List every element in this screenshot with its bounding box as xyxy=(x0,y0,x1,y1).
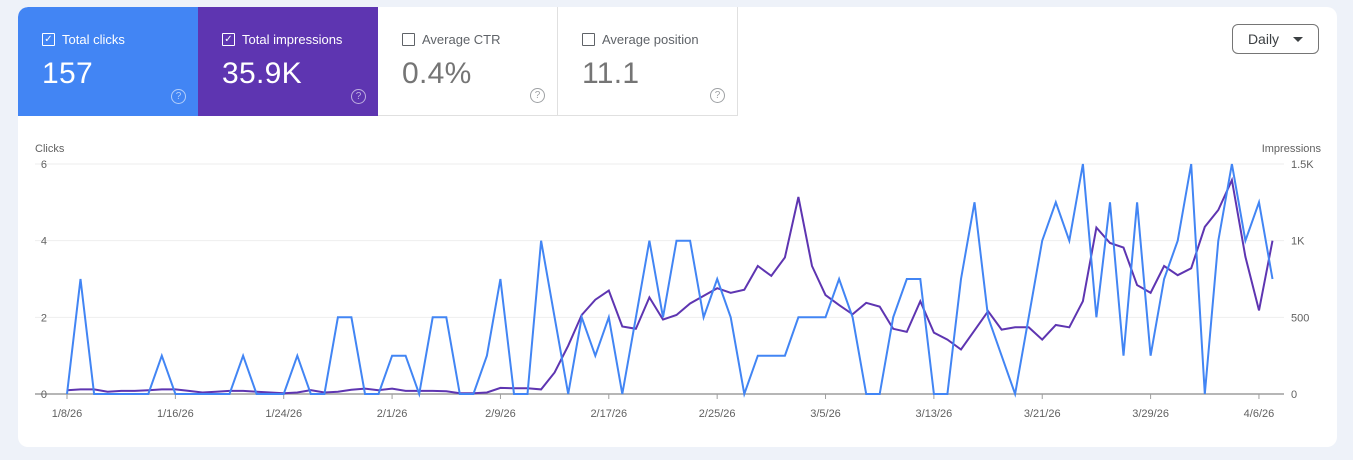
checkbox-unchecked-icon[interactable] xyxy=(402,33,415,46)
metric-total-clicks[interactable]: ✓ Total clicks 157 ? xyxy=(18,7,198,116)
x-tick-label: 2/1/26 xyxy=(377,408,408,420)
right-axis-title: Impressions xyxy=(1262,143,1322,155)
metric-label: Total impressions xyxy=(242,32,343,47)
metric-average-position[interactable]: Average position 11.1 ? xyxy=(558,7,738,116)
caret-down-icon xyxy=(1293,36,1304,42)
metric-value: 0.4% xyxy=(402,57,472,90)
left-tick-label: 0 xyxy=(41,389,47,401)
left-tick-label: 2 xyxy=(41,312,47,324)
metric-value: 11.1 xyxy=(582,57,640,90)
series-line-impressions xyxy=(66,176,1274,395)
x-tick-label: 4/6/26 xyxy=(1244,408,1275,420)
left-tick-label: 6 xyxy=(41,159,47,171)
help-icon[interactable]: ? xyxy=(171,89,186,104)
performance-card: ✓ Total clicks 157 ? ✓ Total impressions 3… xyxy=(18,7,1337,447)
metric-label: Total clicks xyxy=(62,32,125,47)
x-tick-label: 3/5/26 xyxy=(810,408,841,420)
right-tick-label: 1.5K xyxy=(1291,159,1314,171)
x-tick-label: 1/24/26 xyxy=(265,408,302,420)
x-tick-label: 1/16/26 xyxy=(157,408,194,420)
metric-label: Average position xyxy=(602,32,699,47)
right-tick-label: 500 xyxy=(1291,312,1309,324)
help-icon[interactable]: ? xyxy=(351,89,366,104)
metric-label: Average CTR xyxy=(422,32,501,47)
x-tick-label: 1/8/26 xyxy=(52,408,83,420)
granularity-dropdown[interactable]: Daily xyxy=(1232,24,1319,54)
checkbox-checked-icon[interactable]: ✓ xyxy=(222,33,235,46)
left-axis-title: Clicks xyxy=(35,143,65,155)
x-tick-label: 2/9/26 xyxy=(485,408,516,420)
metric-total-impressions[interactable]: ✓ Total impressions 35.9K ? xyxy=(198,7,378,116)
help-icon[interactable]: ? xyxy=(530,88,545,103)
granularity-selected: Daily xyxy=(1247,31,1280,47)
checkbox-checked-icon[interactable]: ✓ xyxy=(42,33,55,46)
help-icon[interactable]: ? xyxy=(710,88,725,103)
x-tick-label: 3/13/26 xyxy=(916,408,953,420)
metric-value: 35.9K xyxy=(222,57,302,90)
x-tick-label: 3/21/26 xyxy=(1024,408,1061,420)
right-tick-label: 1K xyxy=(1291,236,1305,248)
right-tick-label: 0 xyxy=(1291,389,1297,401)
checkbox-unchecked-icon[interactable] xyxy=(582,33,595,46)
left-tick-label: 4 xyxy=(41,236,47,248)
metric-average-ctr[interactable]: Average CTR 0.4% ? xyxy=(378,7,558,116)
series-line-clicks xyxy=(66,163,1274,398)
x-tick-label: 3/29/26 xyxy=(1132,408,1169,420)
x-tick-label: 2/25/26 xyxy=(699,408,736,420)
metric-value: 157 xyxy=(42,57,93,90)
x-tick-label: 2/17/26 xyxy=(590,408,627,420)
